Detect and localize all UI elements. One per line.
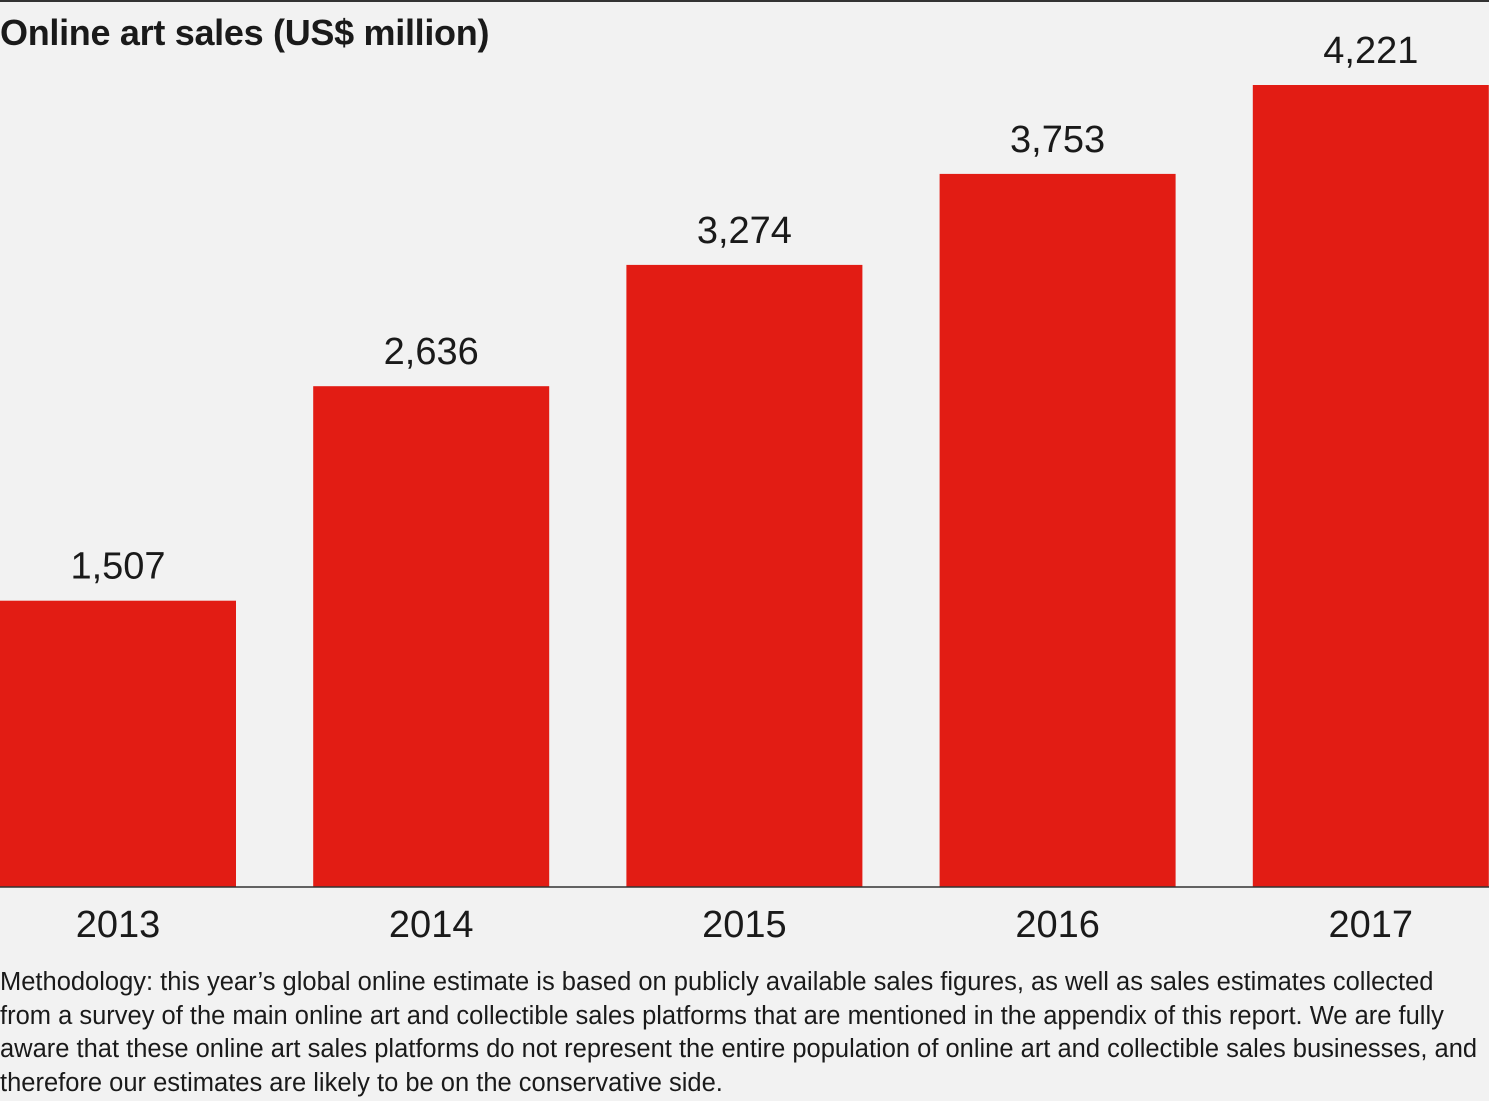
chart-title: Online art sales (US$ million) [0, 12, 490, 53]
value-label-2015: 3,274 [697, 210, 792, 252]
bar-2017 [1252, 85, 1489, 887]
x-tick-2014: 2014 [389, 904, 474, 946]
x-tick-2017: 2017 [1329, 904, 1414, 946]
bar-2014 [313, 386, 550, 887]
bar-2013 [0, 600, 236, 887]
value-label-2014: 2,636 [384, 331, 479, 373]
x-tick-2015: 2015 [702, 904, 787, 946]
bar-2015 [626, 264, 863, 887]
top-rule [0, 0, 1489, 2]
value-label-2017: 4,221 [1323, 30, 1418, 72]
bar-2016 [939, 173, 1176, 887]
x-tick-2016: 2016 [1015, 904, 1100, 946]
value-label-2013: 1,507 [70, 546, 165, 588]
methodology-note: Methodology: this year’s global online e… [0, 968, 1478, 1097]
bar-chart: 1,507 2013 2,636 2014 3,274 2015 3,753 2016 4,22… [0, 30, 1489, 946]
x-tick-2013: 2013 [76, 904, 161, 946]
value-label-2016: 3,753 [1010, 119, 1105, 161]
